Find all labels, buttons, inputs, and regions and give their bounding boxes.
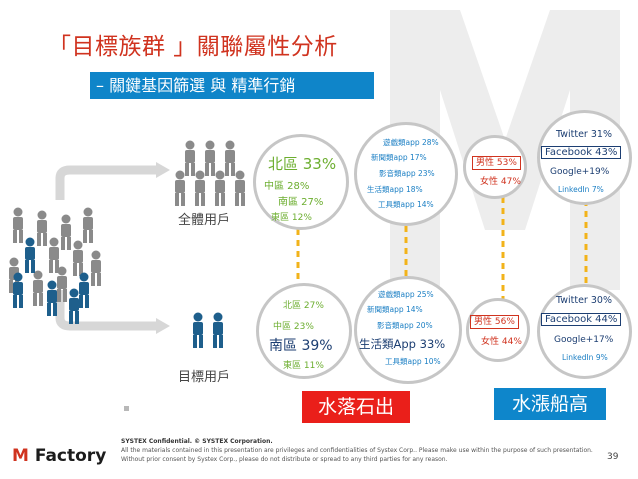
target-app-game: 遊戲類app 25% [378,290,434,299]
all-social-linkedin: LinkedIn 7% [558,185,604,194]
all-social-circle: Twitter 31% Facebook 43% Google+19% Link… [537,110,632,205]
all-gender-female: 女性 47% [480,177,521,187]
target-social-twitter: Twitter 30% [556,295,612,306]
all-social-google: Google+19% [550,167,610,177]
all-app-media: 影音類app 23% [379,169,435,178]
all-gender-circle: 男性 53% 女性 47% [463,135,527,199]
target-social-facebook: Facebook 44% [541,313,622,326]
subtitle-part-a: 關鍵基因篩選 [109,76,206,95]
all-app-news: 新聞類app 17% [371,153,427,162]
subtitle-with: 與 [210,76,227,95]
footer-notice: All the materials contained in this pres… [121,447,593,463]
target-region-east: 東區 11% [283,361,324,371]
banner-right: 水漲船高 [494,388,606,420]
all-social-twitter: Twitter 31% [556,129,612,140]
target-social-linkedin: LinkedIn 9% [562,353,608,362]
all-app-life: 生活類app 18% [367,185,423,194]
target-users-label: 目標用戶 [178,370,231,385]
subtitle-bar: – 關鍵基因篩選 與 精準行銷 [90,72,374,99]
footer-confidential: SYSTEX Confidential. © SYSTEX Corporatio… [121,438,273,445]
page-title: 「目標族群 」關聯屬性分析 [48,34,338,60]
target-gender-circle: 男性 56% 女性 44% [466,298,530,362]
subtitle-part-b: 精準行銷 [231,76,296,95]
target-region-circle: 北區 27% 中區 23% 南區 39% 東區 11% [256,283,352,379]
all-app-tool: 工具類app 14% [378,200,434,209]
all-social-facebook: Facebook 43% [541,146,622,159]
footer-disclaimer: SYSTEX Confidential. © SYSTEX Corporatio… [121,437,601,464]
all-apps-circle: 遊戲類app 28% 新聞類app 17% 影音類app 23% 生活類app … [354,122,458,226]
target-region-central: 中區 23% [273,322,314,332]
target-app-tool: 工具類app 10% [385,357,441,366]
all-region-south: 南區 27% [278,197,324,208]
page-number: 39 [607,452,619,462]
all-region-north: 北區 33% [268,155,337,173]
logo-factory: Factory [28,446,107,466]
logo-m: M [12,446,29,466]
target-apps-circle: 遊戲類app 25% 新聞類app 14% 影音類app 20% 生活類App … [354,276,462,384]
target-app-media: 影音類app 20% [377,321,433,330]
target-app-news: 新聞類app 14% [367,305,423,314]
target-gender-male: 男性 56% [470,315,519,329]
target-region-south: 南區 39% [269,338,333,354]
all-app-game: 遊戲類app 28% [383,138,439,147]
all-region-circle: 北區 33% 中區 28% 南區 27% 東區 12% [253,134,349,230]
all-users-label: 全體用戶 [178,213,231,228]
all-region-east: 東區 12% [271,213,312,223]
target-app-life: 生活類App 33% [359,337,446,351]
footer-logo: M Factory [12,446,106,466]
target-gender-female: 女性 44% [481,337,522,347]
target-region-north: 北區 27% [283,301,324,311]
target-social-google: Google+17% [554,335,614,345]
subtitle-dash: – [96,76,104,95]
banner-left: 水落石出 [302,391,410,423]
all-gender-male: 男性 53% [472,156,521,170]
all-region-central: 中區 28% [264,181,310,192]
target-social-circle: Twitter 30% Facebook 44% Google+17% Link… [537,284,632,379]
